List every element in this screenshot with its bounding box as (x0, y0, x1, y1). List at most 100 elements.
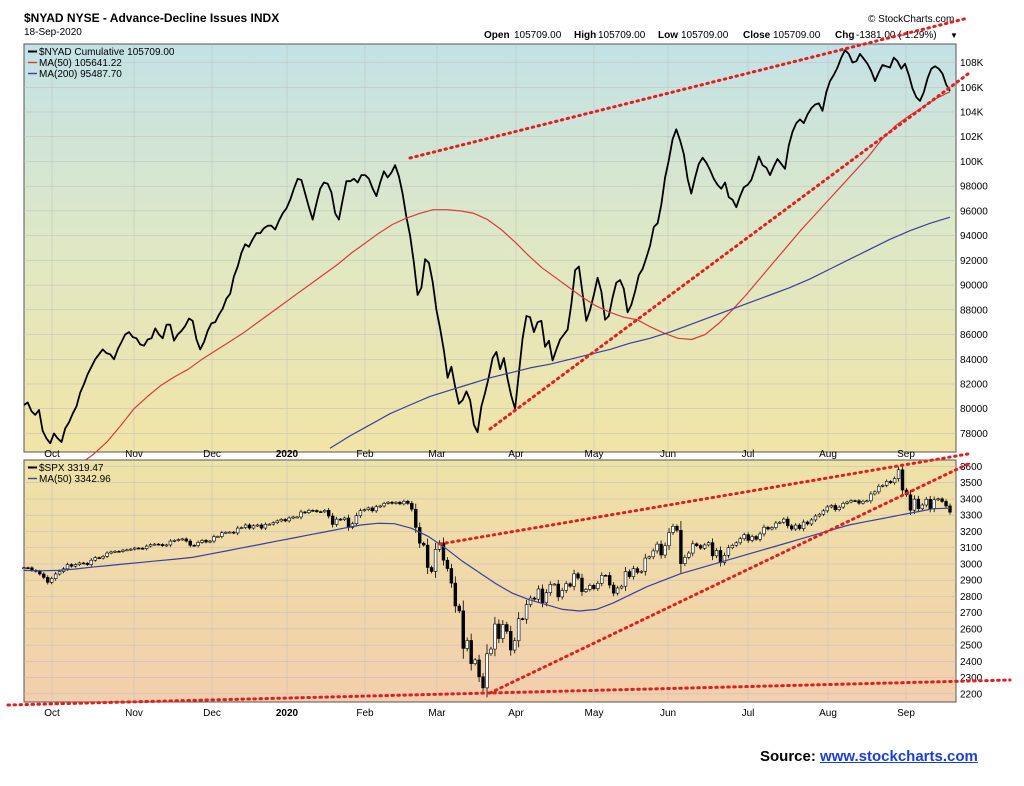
candle-body (793, 524, 798, 530)
candle-body (659, 543, 663, 556)
candle-body (453, 582, 458, 607)
candle-body (695, 543, 699, 546)
candle-body (940, 498, 944, 502)
candle-body (651, 550, 655, 558)
candle-body (865, 500, 869, 503)
candle-body (552, 583, 556, 586)
candle-body (516, 618, 521, 642)
candle-body (113, 550, 117, 553)
candle-body (786, 518, 790, 527)
candle-body (501, 624, 505, 639)
y-tick-label: 2200 (960, 689, 983, 700)
candle-body (564, 583, 568, 591)
candle-body (382, 503, 386, 507)
legend-entry: MA(200) 95487.70 (39, 69, 122, 80)
legend-entry: $NYAD Cumulative 105709.00 (39, 47, 175, 58)
candle-body (900, 469, 905, 491)
candle-body (805, 521, 810, 525)
candle-body (896, 469, 901, 479)
candle-body (354, 515, 359, 524)
candle-body (948, 505, 952, 513)
candle-body (239, 527, 244, 529)
candle-body (53, 573, 58, 579)
candle-body (718, 550, 723, 563)
candle-body (208, 540, 212, 543)
candle-body (513, 640, 517, 651)
x-tick-label: Jun (660, 449, 676, 460)
trendline (488, 462, 970, 695)
candle-body (509, 631, 513, 651)
candle-body (129, 548, 133, 551)
candle-body (235, 527, 240, 534)
bottom-x-axis: Oct Nov Dec 2020 Feb Mar Apr May Jun Jul Aug Sep (44, 708, 915, 719)
candle-body (386, 501, 390, 504)
candle-body (888, 481, 893, 484)
y-tick-label: 92000 (960, 256, 988, 267)
candle-body (418, 527, 422, 544)
y-tick-label: 88000 (960, 305, 988, 316)
candle-body (117, 550, 121, 553)
candle-body (109, 551, 113, 554)
candle-body (754, 536, 758, 540)
candle-body (837, 506, 841, 510)
candle-body (683, 556, 687, 564)
bottom-panel-y-axis: 2200 2300 2400 2500 2600 2700 2800 2900 3000 3100… (960, 462, 983, 700)
candle-body (176, 539, 181, 541)
candle-body (133, 547, 137, 550)
x-tick-label: Apr (508, 449, 524, 460)
top-panel-series (23, 49, 951, 472)
candle-body (291, 516, 295, 519)
candle-body (821, 510, 826, 515)
candle-body (908, 494, 913, 511)
candle-body (279, 519, 283, 522)
candle-body (481, 676, 485, 689)
candle-body (861, 500, 865, 504)
candle-body (283, 519, 287, 522)
y-tick-label: 94000 (960, 231, 988, 242)
candle-body (627, 571, 632, 577)
candle-body (259, 524, 264, 529)
y-tick-label: 3000 (960, 559, 983, 570)
candle-body (588, 585, 592, 590)
candle-body (687, 552, 691, 558)
source-label: Source: (760, 748, 816, 765)
candle-body (263, 524, 268, 529)
x-tick-label: Dec (203, 708, 221, 719)
x-tick-label: Dec (203, 449, 221, 460)
source-link[interactable]: www.stockcharts.com (820, 748, 978, 765)
candle-body (255, 524, 260, 527)
candle-body (46, 577, 50, 583)
candle-body (881, 485, 885, 487)
candle-body (928, 499, 932, 510)
y-tick-label: 102K (960, 132, 984, 143)
mid-x-axis: Oct Nov Dec 2020 Feb Mar Apr May Jun Jul Aug Sep (44, 449, 915, 460)
candle-body (936, 498, 940, 501)
candle-body (623, 571, 628, 587)
candle-body (271, 522, 276, 525)
bottom-panel-bg (23, 459, 957, 703)
candle-body (600, 575, 604, 584)
y-tick-label: 2400 (960, 657, 983, 668)
candle-body (366, 507, 370, 510)
candle-body (144, 545, 149, 549)
x-tick-label: Feb (356, 449, 374, 460)
candle-body (275, 520, 279, 523)
candle-body (323, 510, 327, 513)
candle-body (849, 500, 853, 503)
candle-body (750, 536, 754, 541)
candle-body (168, 540, 173, 546)
close-label: Close (743, 30, 771, 41)
candle-body (247, 524, 252, 529)
candle-body (730, 544, 735, 549)
candle-body (722, 555, 727, 563)
chart-date: 18-Sep-2020 (24, 27, 82, 38)
candle-body (655, 543, 659, 552)
candle-body (457, 605, 461, 612)
candle-body (445, 559, 450, 569)
candle-body (30, 567, 34, 571)
y-tick-label: 96000 (960, 206, 988, 217)
y-tick-label: 78000 (960, 429, 988, 440)
candle-body (884, 481, 889, 486)
series-line-ma200 (329, 216, 951, 449)
